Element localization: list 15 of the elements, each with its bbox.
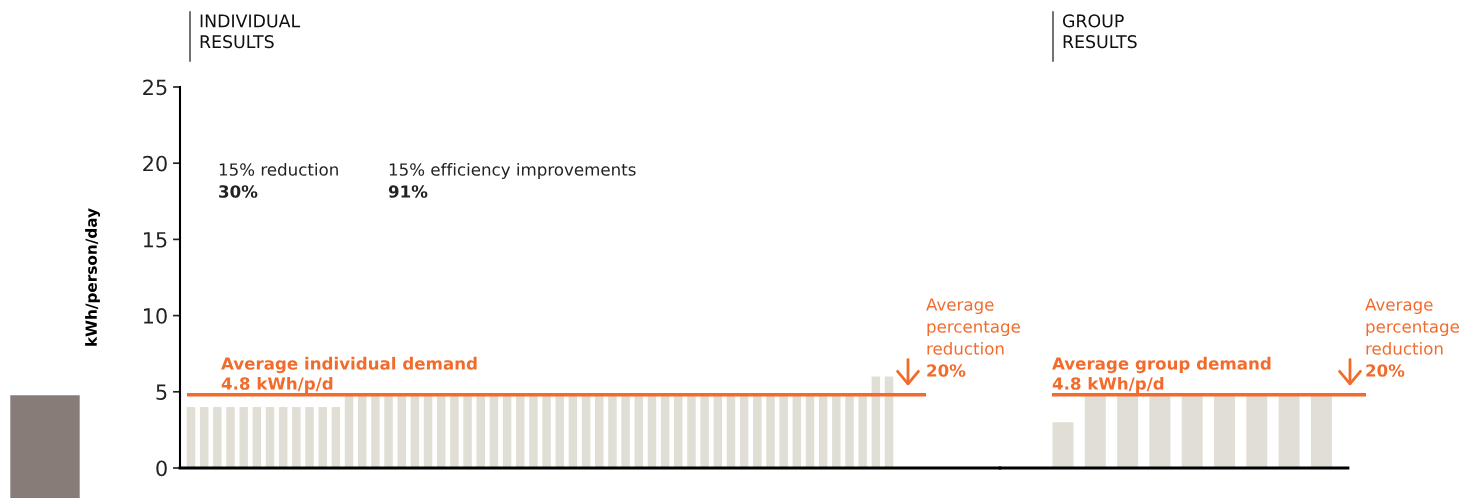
annotation: 15% efficiency improvements 91% bbox=[388, 162, 636, 198]
y-axis-title: kWh/person/day bbox=[85, 208, 101, 346]
ref-line-label: Average group demand 4.8 kWh/p/d bbox=[1052, 356, 1271, 394]
y-tick-label: 5 bbox=[156, 384, 167, 401]
y-tick-label: 20 bbox=[143, 155, 167, 172]
annotation: 15% reduction 30% bbox=[219, 162, 338, 198]
chart-title: GROUP RESULTS bbox=[1062, 14, 1137, 49]
chart-title: INDIVIDUAL RESULTS bbox=[200, 14, 301, 49]
text: Average percentage reduction 20% bbox=[926, 298, 1020, 377]
y-tick-label: 15 bbox=[143, 232, 167, 248]
annotation: Average percentage reduction 20% bbox=[1365, 298, 1459, 377]
y-tick-label: 25 bbox=[143, 79, 167, 96]
y-tick-label: 0 bbox=[156, 460, 167, 477]
y-tick-label: 10 bbox=[143, 308, 167, 324]
ref-line-label: Average individual demand 4.8 kWh/p/d bbox=[221, 356, 477, 394]
